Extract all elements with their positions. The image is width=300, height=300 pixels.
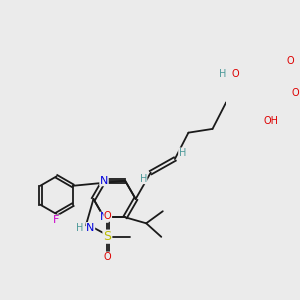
Text: H: H (219, 69, 226, 79)
Text: F: F (53, 215, 60, 225)
Text: O: O (231, 69, 239, 79)
Text: OH: OH (263, 116, 278, 126)
Text: N: N (100, 176, 108, 186)
Text: H: H (140, 174, 147, 184)
Text: H: H (76, 223, 84, 232)
Text: O: O (104, 211, 112, 221)
Text: O: O (104, 252, 112, 262)
Text: O: O (286, 56, 294, 66)
Text: H: H (179, 148, 186, 158)
Text: N: N (86, 223, 94, 232)
Text: O: O (292, 88, 299, 98)
Text: N: N (100, 212, 108, 222)
Text: S: S (103, 230, 111, 243)
